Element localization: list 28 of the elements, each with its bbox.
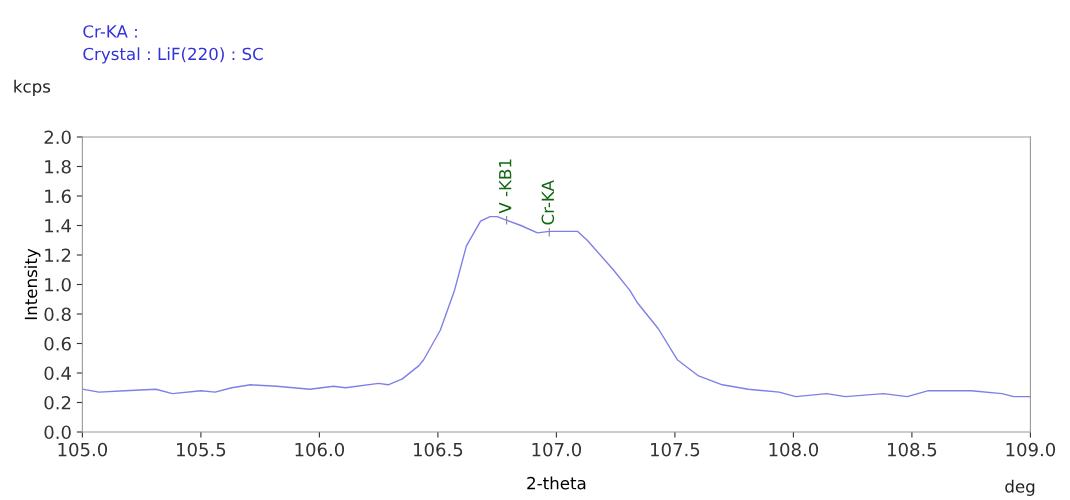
x-tick-label: 109.0 [1006, 442, 1056, 457]
annotation: V -KB1 [499, 159, 512, 214]
x-tick-label: 106.0 [295, 442, 345, 457]
x-tick-label: 107.5 [651, 442, 700, 457]
x-tick-label: 108.0 [769, 442, 819, 457]
x-tick-label: 105.0 [58, 442, 108, 457]
y-tick-label: 0.2 [44, 395, 71, 410]
x-tick-label: 107.0 [532, 442, 582, 457]
text: kcps [14, 79, 51, 96]
x-tick-label: 106.5 [414, 442, 463, 457]
y-tick-label: 0.4 [44, 366, 71, 381]
x-axis-title: 2-theta [527, 476, 586, 490]
y-tick-label: 1.4 [45, 219, 71, 233]
chart-subtitle: Crystal : LiF(220) : SC [83, 47, 263, 64]
y-tick-label: 1.0 [45, 277, 71, 292]
x-tick-label: 108.5 [888, 442, 937, 457]
y-axis-title: Intensity [24, 248, 41, 320]
y-tick-label: 0.0 [44, 425, 71, 440]
text: deg [1005, 479, 1035, 496]
y-tick-label: 1.2 [45, 248, 71, 262]
y-tick-label: 1.6 [45, 189, 71, 204]
y-tick-label: 2.0 [44, 130, 71, 145]
annotation: Cr-KA [541, 180, 555, 225]
x-tick-label: 105.5 [177, 442, 226, 457]
y-tick-label: 1.8 [45, 159, 71, 174]
chart-title: Cr-KA : [83, 25, 137, 38]
y-tick-label: 0.8 [44, 307, 71, 322]
y-tick-label: 0.6 [44, 336, 71, 351]
